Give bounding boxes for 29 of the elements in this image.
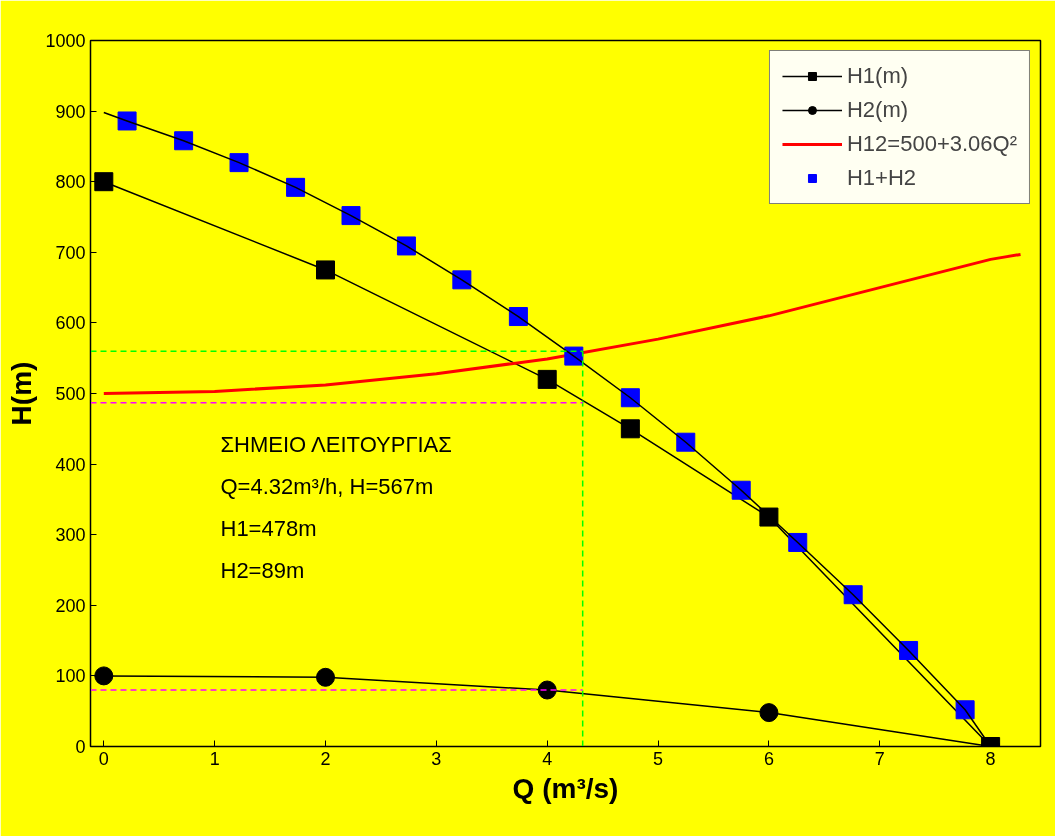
y-tick-label: 800 <box>55 172 86 193</box>
legend-label: H2(m) <box>846 97 909 123</box>
y-tick-label: 300 <box>55 525 86 546</box>
x-tick-label: 2 <box>320 748 331 769</box>
annotation: H2=89m <box>220 557 305 583</box>
x-tick-label: 6 <box>763 748 774 769</box>
y-tick-label: 900 <box>55 101 86 122</box>
legend-label: H12=500+3.06Q² <box>846 131 1017 157</box>
x-tick-label: 0 <box>98 748 109 769</box>
y-tick-label: 500 <box>55 384 86 404</box>
y-tick-label: 400 <box>55 454 86 475</box>
y-tick-label: 1000 <box>45 31 86 51</box>
y-tick-label: 600 <box>55 313 86 334</box>
y-axis-title: H(m) <box>6 361 38 426</box>
x-tick-label: 4 <box>542 748 553 769</box>
x-tick-label: 7 <box>874 748 885 769</box>
legend-label: H1(m) <box>846 63 909 89</box>
x-tick-label: 5 <box>653 748 664 769</box>
x-axis-title: Q (m³/s) <box>512 772 619 804</box>
x-tick-label: 8 <box>985 748 996 769</box>
legend-label: H1+H2 <box>846 165 917 191</box>
y-tick-label: 200 <box>55 595 86 616</box>
annotation: H1=478m <box>220 515 317 541</box>
y-tick-label: 100 <box>55 666 86 687</box>
annotation: ΣΗΜΕΙΟ ΛΕΙΤΟΥΡΓΙΑΣ <box>220 431 452 457</box>
x-tick-label: 3 <box>431 748 442 769</box>
annotation: Q=4.32m³/h, H=567m <box>220 473 434 499</box>
y-tick-label: 700 <box>55 242 86 263</box>
x-tick-label: 1 <box>209 748 220 769</box>
